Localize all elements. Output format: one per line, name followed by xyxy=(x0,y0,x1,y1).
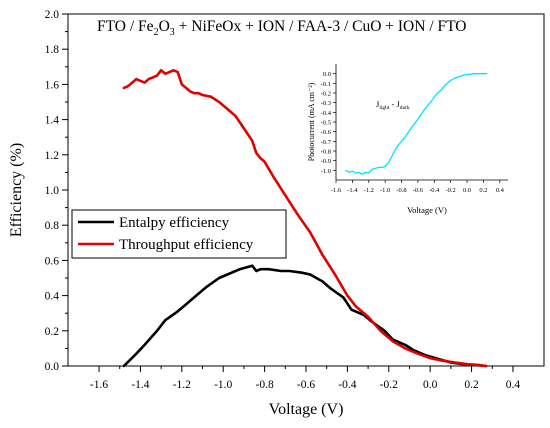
inset-x-tick-label: -1.4 xyxy=(347,187,358,194)
inset-y-tick-label: 0.0 xyxy=(323,71,331,78)
legend-box xyxy=(71,209,287,259)
inset-x-tick-label: -0.2 xyxy=(446,187,456,194)
chart-title: FTO / Fe2O3 + NiFeOx + ION / FAA-3 / CuO… xyxy=(97,18,467,38)
y-tick-label: 0.6 xyxy=(45,255,60,267)
y-tick-label: 0.8 xyxy=(45,220,60,232)
inset-series-line-photocurrent xyxy=(345,73,488,175)
inset-annotation: Jlight - Jdark xyxy=(376,99,410,111)
series-line-throughput xyxy=(122,69,488,368)
inset-y-tick-label: -0.2 xyxy=(321,91,331,98)
y-tick-label: 1.6 xyxy=(45,79,60,91)
inset-chart: -1.6 -1.4 -1.2 -1.0 -0.8 -0.6 -0.4 -0.2 0.0 0.2 0.… xyxy=(307,64,508,215)
inset-y-tick-label: -0.3 xyxy=(321,100,331,107)
x-tick-label: -1.4 xyxy=(131,379,149,391)
legend-label-entalpy: Entalpy efficiency xyxy=(119,215,230,231)
inset-x-tick-label: -0.6 xyxy=(413,187,424,194)
inset-x-tick-label: -1.0 xyxy=(380,187,390,194)
x-tick-label: -1.6 xyxy=(90,379,108,391)
inset-x-tick-label: -0.8 xyxy=(396,187,406,194)
x-tick-label: 0.0 xyxy=(423,379,438,391)
legend-label-throughput: Throughput efficiency xyxy=(119,237,254,253)
inset-x-tick-label: 0.0 xyxy=(463,187,471,194)
x-tick-label: -0.4 xyxy=(338,379,356,391)
inset-y-axis-label: Photocurrent (mA cm⁻²) xyxy=(307,82,316,161)
inset-x-tick-label: -1.6 xyxy=(331,187,342,194)
y-axis-label: Efficiency (%) xyxy=(8,143,25,237)
x-tick-label: -1.2 xyxy=(173,379,191,391)
legend: Entalpy efficiency Throughput efficiency xyxy=(71,209,287,259)
inset-y-tick-label: -0.6 xyxy=(321,129,332,136)
y-tick-label: 1.8 xyxy=(45,44,60,56)
inset-x-tick-label: -0.4 xyxy=(429,187,440,194)
main-axis-ticks: -1.6 -1.4 -1.2 -1.0 -0.8 -0.6 -0.4 -0.2 0.0 0.2 0.… xyxy=(45,9,521,391)
inset-axis-ticks: -1.6 -1.4 -1.2 -1.0 -0.8 -0.6 -0.4 -0.2 0.0 0.2 0.… xyxy=(321,71,505,194)
x-tick-label: 0.4 xyxy=(506,379,521,391)
inset-y-tick-label: -0.5 xyxy=(321,120,331,127)
inset-series-layer xyxy=(345,73,488,175)
y-tick-label: 0.2 xyxy=(45,326,60,338)
inset-y-tick-label: -1.0 xyxy=(321,168,331,175)
inset-y-tick-label: -0.8 xyxy=(321,149,331,156)
inset-y-tick-label: -0.7 xyxy=(321,139,332,146)
x-tick-label: -0.2 xyxy=(380,379,398,391)
x-tick-label: 0.2 xyxy=(464,379,479,391)
inset-y-tick-label: -0.4 xyxy=(321,110,332,117)
main-series-layer xyxy=(122,69,488,368)
y-tick-label: 1.0 xyxy=(45,185,60,197)
x-tick-label: -0.8 xyxy=(255,379,273,391)
y-tick-label: 0.4 xyxy=(45,291,60,303)
inset-x-axis-label: Voltage (V) xyxy=(407,205,447,215)
y-tick-label: 2.0 xyxy=(45,9,60,21)
inset-x-tick-label: -1.2 xyxy=(364,187,374,194)
y-tick-label: 1.2 xyxy=(45,150,60,162)
series-line-entalpy xyxy=(122,264,488,368)
x-axis-label: Voltage (V) xyxy=(269,401,344,418)
inset-y-tick-label: -0.9 xyxy=(321,158,331,165)
inset-x-tick-label: 0.4 xyxy=(496,187,505,194)
y-tick-label: 0.0 xyxy=(45,361,60,373)
inset-x-tick-label: 0.2 xyxy=(479,187,487,194)
y-tick-label: 1.4 xyxy=(45,115,60,127)
x-tick-label: -0.6 xyxy=(297,379,315,391)
inset-y-tick-label: -0.1 xyxy=(321,81,331,88)
main-plot-frame xyxy=(67,13,545,367)
x-tick-label: -1.0 xyxy=(214,379,232,391)
